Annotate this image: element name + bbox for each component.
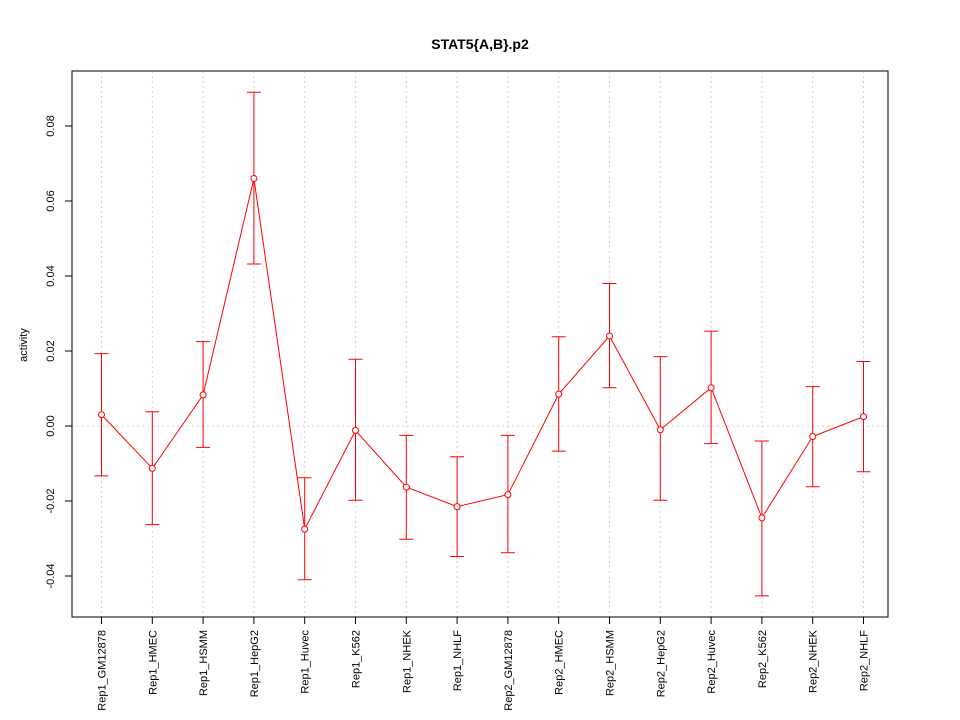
data-point bbox=[656, 426, 664, 434]
y-tick-label: -0.02 bbox=[45, 488, 57, 513]
x-tick-label: Rep2_HSMM bbox=[605, 630, 617, 696]
data-point bbox=[402, 483, 410, 491]
data-point bbox=[98, 411, 105, 419]
series-line bbox=[101, 178, 864, 531]
data-point bbox=[301, 525, 309, 533]
x-tick-label: Rep1_NHLF bbox=[452, 630, 464, 691]
data-point bbox=[809, 433, 817, 440]
axes: -0.04 -0.02 0.00 0.02 0.04 0.06 0.08 Rep1_GM128… bbox=[45, 115, 871, 710]
data-point bbox=[606, 332, 613, 340]
x-tick-label: Rep1_HepG2 bbox=[249, 630, 261, 697]
series bbox=[94, 91, 871, 597]
data-point bbox=[148, 464, 156, 472]
data-point bbox=[199, 391, 207, 399]
x-tick-label: Rep1_K562 bbox=[351, 630, 363, 688]
data-point bbox=[453, 503, 461, 511]
x-tick-label: Rep1_HSMM bbox=[198, 630, 210, 696]
y-axis-label: activity bbox=[18, 328, 30, 362]
x-tick-label: Rep1_Huvec bbox=[300, 630, 312, 694]
x-tick-label: Rep2_NHEK bbox=[808, 629, 820, 693]
grid bbox=[72, 71, 888, 617]
y-tick-label: 0.00 bbox=[45, 415, 57, 436]
x-tick-label: Rep1_HMEC bbox=[147, 630, 159, 695]
x-tick-label: Rep2_NHLF bbox=[859, 630, 871, 691]
chart-title: STAT5{A,B}.p2 bbox=[431, 36, 529, 52]
y-tick-label: 0.04 bbox=[45, 265, 57, 286]
x-tick-label: Rep2_HMEC bbox=[554, 630, 566, 695]
x-tick-label: Rep2_K562 bbox=[757, 630, 769, 688]
x-tick-label: Rep2_HepG2 bbox=[655, 630, 667, 697]
data-point bbox=[555, 390, 563, 398]
y-tick-label: 0.06 bbox=[45, 190, 57, 211]
data-point bbox=[758, 514, 766, 522]
data-point bbox=[707, 384, 715, 392]
y-tick-label: -0.04 bbox=[45, 563, 57, 588]
data-point bbox=[504, 491, 512, 499]
data-point bbox=[860, 413, 867, 421]
x-tick-label: Rep1_NHEK bbox=[401, 629, 413, 693]
x-tick-label: Rep1_GM12878 bbox=[97, 630, 109, 711]
y-tick-label: 0.08 bbox=[45, 115, 57, 136]
data-point bbox=[250, 175, 258, 182]
data-point bbox=[352, 427, 359, 434]
x-tick-label: Rep2_Huvec bbox=[706, 630, 718, 694]
plot-frame bbox=[71, 70, 889, 618]
x-tick-label: Rep2_GM12878 bbox=[503, 630, 515, 711]
y-tick-label: 0.02 bbox=[45, 340, 57, 361]
